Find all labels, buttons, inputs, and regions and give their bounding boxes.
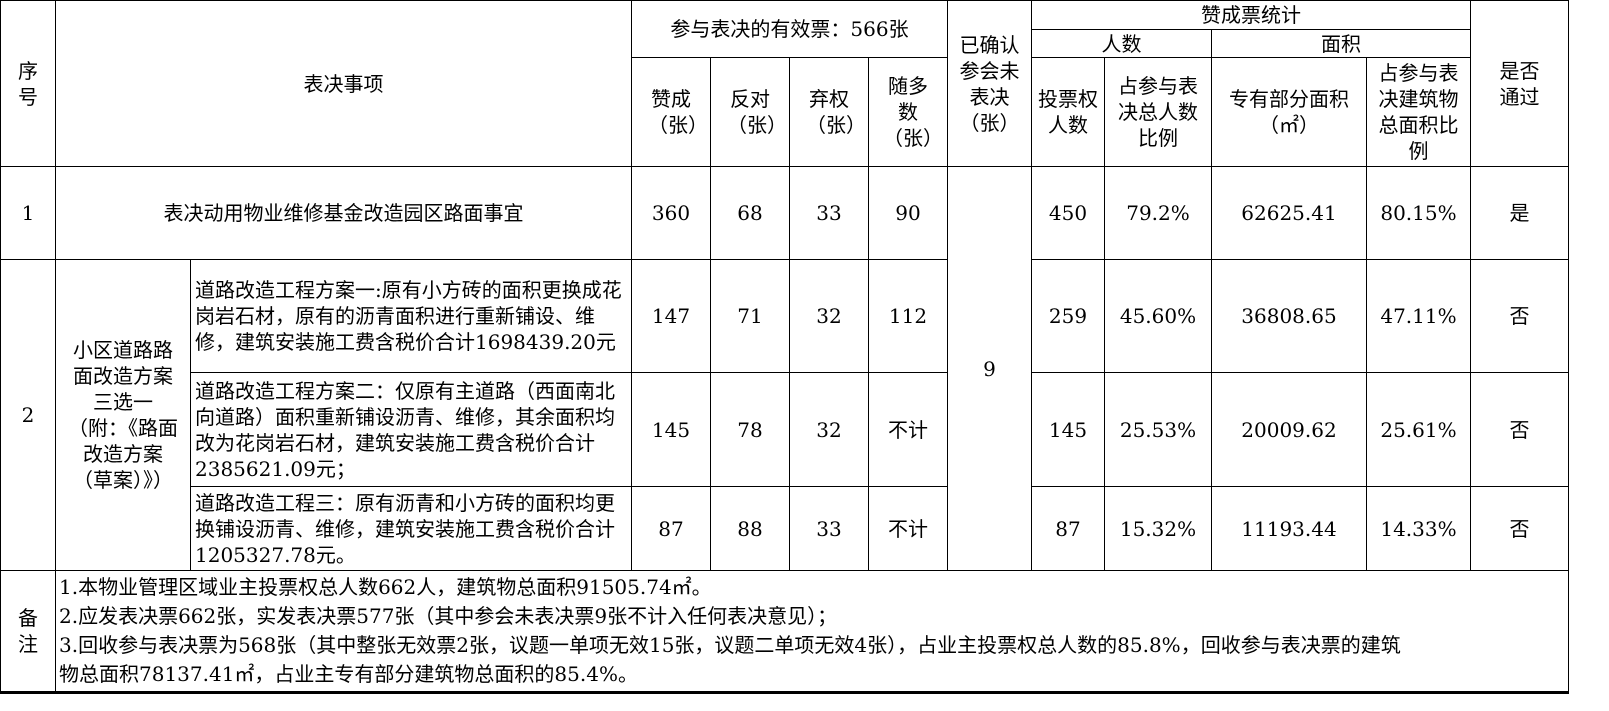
group-seq: 2 [0,259,56,571]
header-abstain: 弃权（张） [789,57,869,167]
plan-item: 道路改造工程方案二：仅原有主道路（西面南北向道路）面积重新铺设沥青、维修，其余面… [190,372,632,487]
notes-content: 1.本物业管理区域业主投票权总人数662人，建筑物总面积91505.74㎡。 2… [55,570,1569,693]
plan-oppose: 88 [710,486,790,571]
confirmed-not-voted-value: 9 [947,166,1032,571]
plan-oppose: 78 [710,372,790,487]
table-row: 1 表决动用物业维修基金改造园区路面事宜 360 68 33 90 9 450 … [0,166,1569,571]
plan-area-ratio: 25.61% [1366,372,1471,487]
plan-area: 20009.62 [1211,372,1367,487]
plan-abstain: 32 [789,259,869,373]
plan-people-ratio: 25.53% [1104,372,1212,487]
plan-approve: 87 [631,486,711,571]
header-seq: 序号 [0,0,56,167]
row-follow: 90 [868,166,948,260]
table-row: 道路改造工程三：原有沥青和小方砖的面积均更换铺设沥青、维修，建筑安装施工费含税价… [1,486,1569,571]
header-approve: 赞成（张） [631,57,711,167]
plan-area: 11193.44 [1211,486,1367,571]
plan-passed: 否 [1470,372,1569,487]
plan-area: 36808.65 [1211,259,1367,373]
row-oppose: 68 [710,166,790,260]
table-row: 道路改造工程方案二：仅原有主道路（西面南北向道路）面积重新铺设沥青、维修，其余面… [1,372,1569,487]
row-area: 62625.41 [1211,166,1367,260]
plan-approve: 145 [631,372,711,487]
row-approve: 360 [631,166,711,260]
plan-voters: 87 [1031,486,1105,571]
plan-voters: 145 [1031,372,1105,487]
plan-approve: 147 [631,259,711,373]
header-item: 表决事项 [55,0,632,167]
note-line: 3.回收参与表决票为568张（其中整张无效票2张，议题一单项无效15张，议题二单… [59,633,1401,657]
note-line: 2.应发表决票662张，实发表决票577张（其中参会未表决票9张不计入任何表决意… [59,604,838,628]
row-passed: 是 [1470,166,1569,260]
plan-follow: 112 [868,259,948,373]
plan-oppose: 71 [710,259,790,373]
plan-follow: 不计 [868,372,948,487]
header-people-ratio: 占参与表决总人数比例 [1104,57,1212,167]
table-row: 2 小区道路路面改造方案三选一（附：《路面改造方案（草案）》） 道路改造工程方案… [0,259,1569,571]
row-area-ratio: 80.15% [1366,166,1471,260]
row-item: 表决动用物业维修基金改造园区路面事宜 [55,166,632,260]
plan-abstain: 33 [789,486,869,571]
plan-area-ratio: 47.11% [1366,259,1471,373]
header-area-ratio: 占参与表决建筑物总面积比例 [1366,57,1471,167]
header-area: 面积 [1211,29,1471,58]
plan-people-ratio: 45.60% [1104,259,1212,373]
note-line: 物总面积78137.41㎡，占业主专有部分建筑物总面积的85.4%。 [59,662,638,686]
header-passed: 是否通过 [1470,0,1569,167]
voting-results-table: 序号 表决事项 参与表决的有效票：566张 已确认参会未表决（张） 赞成票统计 … [0,0,1569,693]
plan-passed: 否 [1470,259,1569,373]
row-abstain: 33 [789,166,869,260]
row-people-ratio: 79.2% [1104,166,1212,260]
header-oppose: 反对（张） [710,57,790,167]
header-voter-count: 投票权人数 [1031,57,1105,167]
notes-row: 备注 1.本物业管理区域业主投票权总人数662人，建筑物总面积91505.74㎡… [0,570,1569,693]
header-exclusive-area: 专有部分面积（㎡） [1211,57,1367,167]
note-line: 1.本物业管理区域业主投票权总人数662人，建筑物总面积91505.74㎡。 [59,575,712,599]
plan-passed: 否 [1470,486,1569,571]
group-title: 小区道路路面改造方案三选一（附：《路面改造方案（草案）》） [55,259,191,571]
header-confirmed-not-voted: 已确认参会未表决（张） [947,0,1032,167]
row-voters: 450 [1031,166,1105,260]
plan-follow: 不计 [868,486,948,571]
header-approve-stats: 赞成票统计 [1031,0,1471,30]
plan-item: 道路改造工程三：原有沥青和小方砖的面积均更换铺设沥青、维修，建筑安装施工费含税价… [190,486,632,571]
header-follow-majority: 随多数（张） [868,57,948,167]
plan-people-ratio: 15.32% [1104,486,1212,571]
plan-item: 道路改造工程方案一:原有小方砖的面积更换成花岗岩石材，原有的沥青面积进行重新铺设… [190,259,632,373]
plan-abstain: 32 [789,372,869,487]
header-valid-votes: 参与表决的有效票：566张 [631,0,948,58]
plan-voters: 259 [1031,259,1105,373]
plan-area-ratio: 14.33% [1366,486,1471,571]
row-seq: 1 [0,166,56,260]
header-people: 人数 [1031,29,1212,58]
notes-label: 备注 [0,570,56,693]
